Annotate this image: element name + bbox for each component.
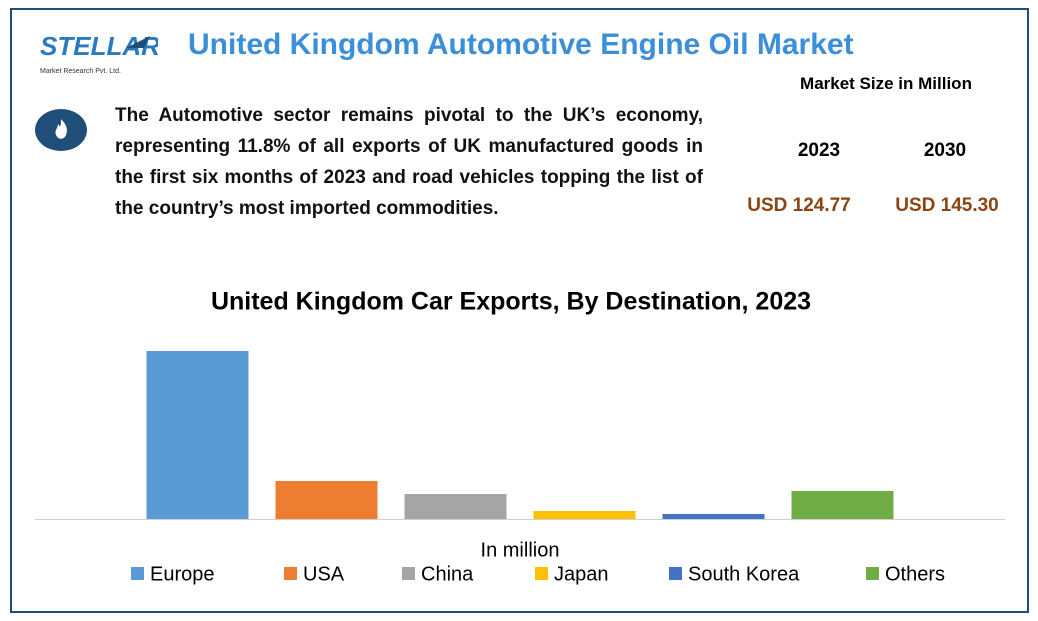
bar — [275, 481, 378, 519]
logo: STELLAR Market Research Pvt. Ltd. — [38, 28, 160, 83]
legend-swatch — [284, 567, 297, 580]
bar — [404, 494, 507, 519]
market-value: USD 124.77 — [747, 195, 851, 216]
legend-label: Japan — [554, 563, 609, 585]
icon — [35, 109, 87, 151]
bar — [791, 491, 894, 519]
page-title: United Kingdom Automotive Engine Oil Mar… — [188, 28, 854, 61]
description: The Automotive sector remains pivotal to… — [115, 105, 703, 219]
legend-swatch — [866, 567, 879, 580]
legend-label: South Korea — [688, 563, 800, 585]
frame — [10, 8, 1029, 613]
logo-tagline: Market Research Pvt. Ltd. — [40, 68, 121, 75]
legend-label: USA — [303, 563, 345, 585]
legend-swatch — [131, 567, 144, 580]
bar — [146, 351, 249, 519]
legend-label: China — [421, 563, 474, 585]
logo-arrow — [126, 36, 150, 48]
market-size-heading: Market Size in Million — [800, 74, 972, 93]
legend-label: Europe — [150, 563, 215, 585]
year: 2030 — [923, 140, 967, 161]
legend-label: Others — [885, 563, 945, 585]
logo-graphic: STELLAR Market Research Pvt. Ltd. — [40, 31, 160, 75]
legend-swatch — [402, 567, 415, 580]
legend-swatch — [669, 567, 682, 580]
bar — [533, 511, 636, 519]
chart-title: United Kingdom Car Exports, By Destinati… — [211, 288, 811, 316]
x-axis-label: In million — [481, 539, 560, 561]
market-value: USD 145.30 — [895, 195, 999, 216]
year: 2023 — [797, 140, 841, 161]
legend-swatch — [535, 567, 548, 580]
bar — [662, 514, 765, 519]
